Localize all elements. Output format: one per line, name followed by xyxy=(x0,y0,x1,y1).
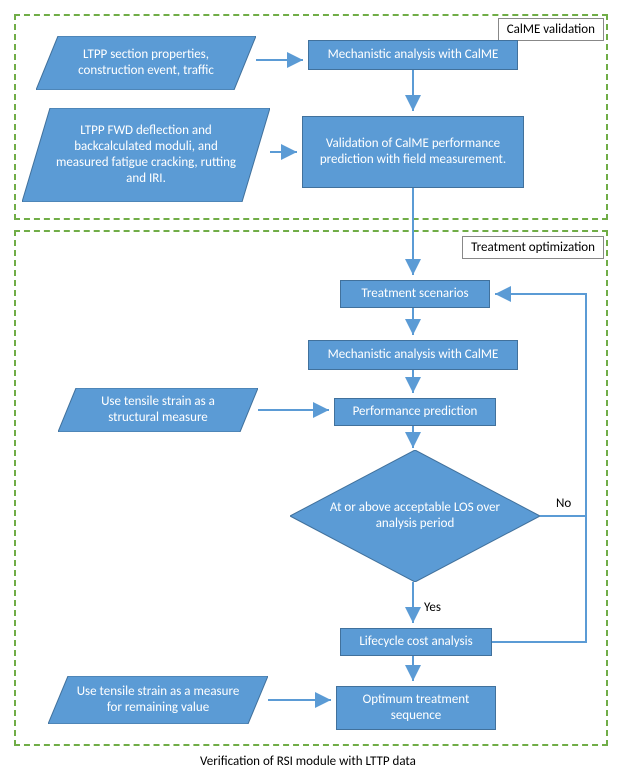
node-mechanistic-analysis-2: Mechanistic analysis with CalME xyxy=(308,340,518,370)
node-ltpp-section-properties-text: LTPP section properties, construction ev… xyxy=(58,36,234,90)
node-lifecycle-cost-analysis: Lifecycle cost analysis xyxy=(340,628,492,656)
node-treatment-scenarios: Treatment scenarios xyxy=(340,280,490,308)
node-mechanistic-analysis-1: Mechanistic analysis with CalME xyxy=(308,40,518,70)
node-optimum-treatment-sequence: Optimum treatment sequence xyxy=(336,686,496,730)
node-ltpp-section-properties: LTPP section properties, construction ev… xyxy=(36,36,256,90)
node-ltpp-fwd-deflection: LTPP FWD deflection and backcalculated m… xyxy=(22,108,270,202)
flowchart-canvas: CalME validation Treatment optimization … xyxy=(0,0,624,777)
node-decision-los-text: At or above acceptable LOS over analysis… xyxy=(290,450,540,582)
node-tensile-strain-remaining: Use tensile strain as a measure for rema… xyxy=(48,676,268,724)
node-treatment-scenarios-text: Treatment scenarios xyxy=(361,286,468,302)
node-ltpp-fwd-deflection-text: LTPP FWD deflection and backcalculated m… xyxy=(47,108,245,202)
edge-label-yes: Yes xyxy=(424,600,441,615)
node-performance-prediction: Performance prediction xyxy=(334,398,496,426)
node-decision-los: At or above acceptable LOS over analysis… xyxy=(290,450,540,582)
node-validation-calme-performance: Validation of CalME performance predicti… xyxy=(302,116,524,188)
node-lifecycle-cost-analysis-text: Lifecycle cost analysis xyxy=(359,634,472,650)
section-treatment-optimization-label: Treatment optimization xyxy=(462,236,604,259)
section-calme-validation-label: CalME validation xyxy=(498,18,604,41)
figure-caption: Verification of RSI module with LTTP dat… xyxy=(200,754,416,769)
node-mechanistic-analysis-1-text: Mechanistic analysis with CalME xyxy=(328,47,499,63)
node-mechanistic-analysis-2-text: Mechanistic analysis with CalME xyxy=(328,347,499,363)
node-validation-calme-performance-text: Validation of CalME performance predicti… xyxy=(309,136,517,169)
node-optimum-treatment-sequence-text: Optimum treatment sequence xyxy=(343,692,489,725)
node-tensile-strain-structural: Use tensile strain as a structural measu… xyxy=(58,388,258,432)
node-tensile-strain-remaining-text: Use tensile strain as a measure for rema… xyxy=(70,676,246,724)
edge-label-no: No xyxy=(556,496,571,511)
node-tensile-strain-structural-text: Use tensile strain as a structural measu… xyxy=(78,388,238,432)
node-performance-prediction-text: Performance prediction xyxy=(353,404,478,420)
